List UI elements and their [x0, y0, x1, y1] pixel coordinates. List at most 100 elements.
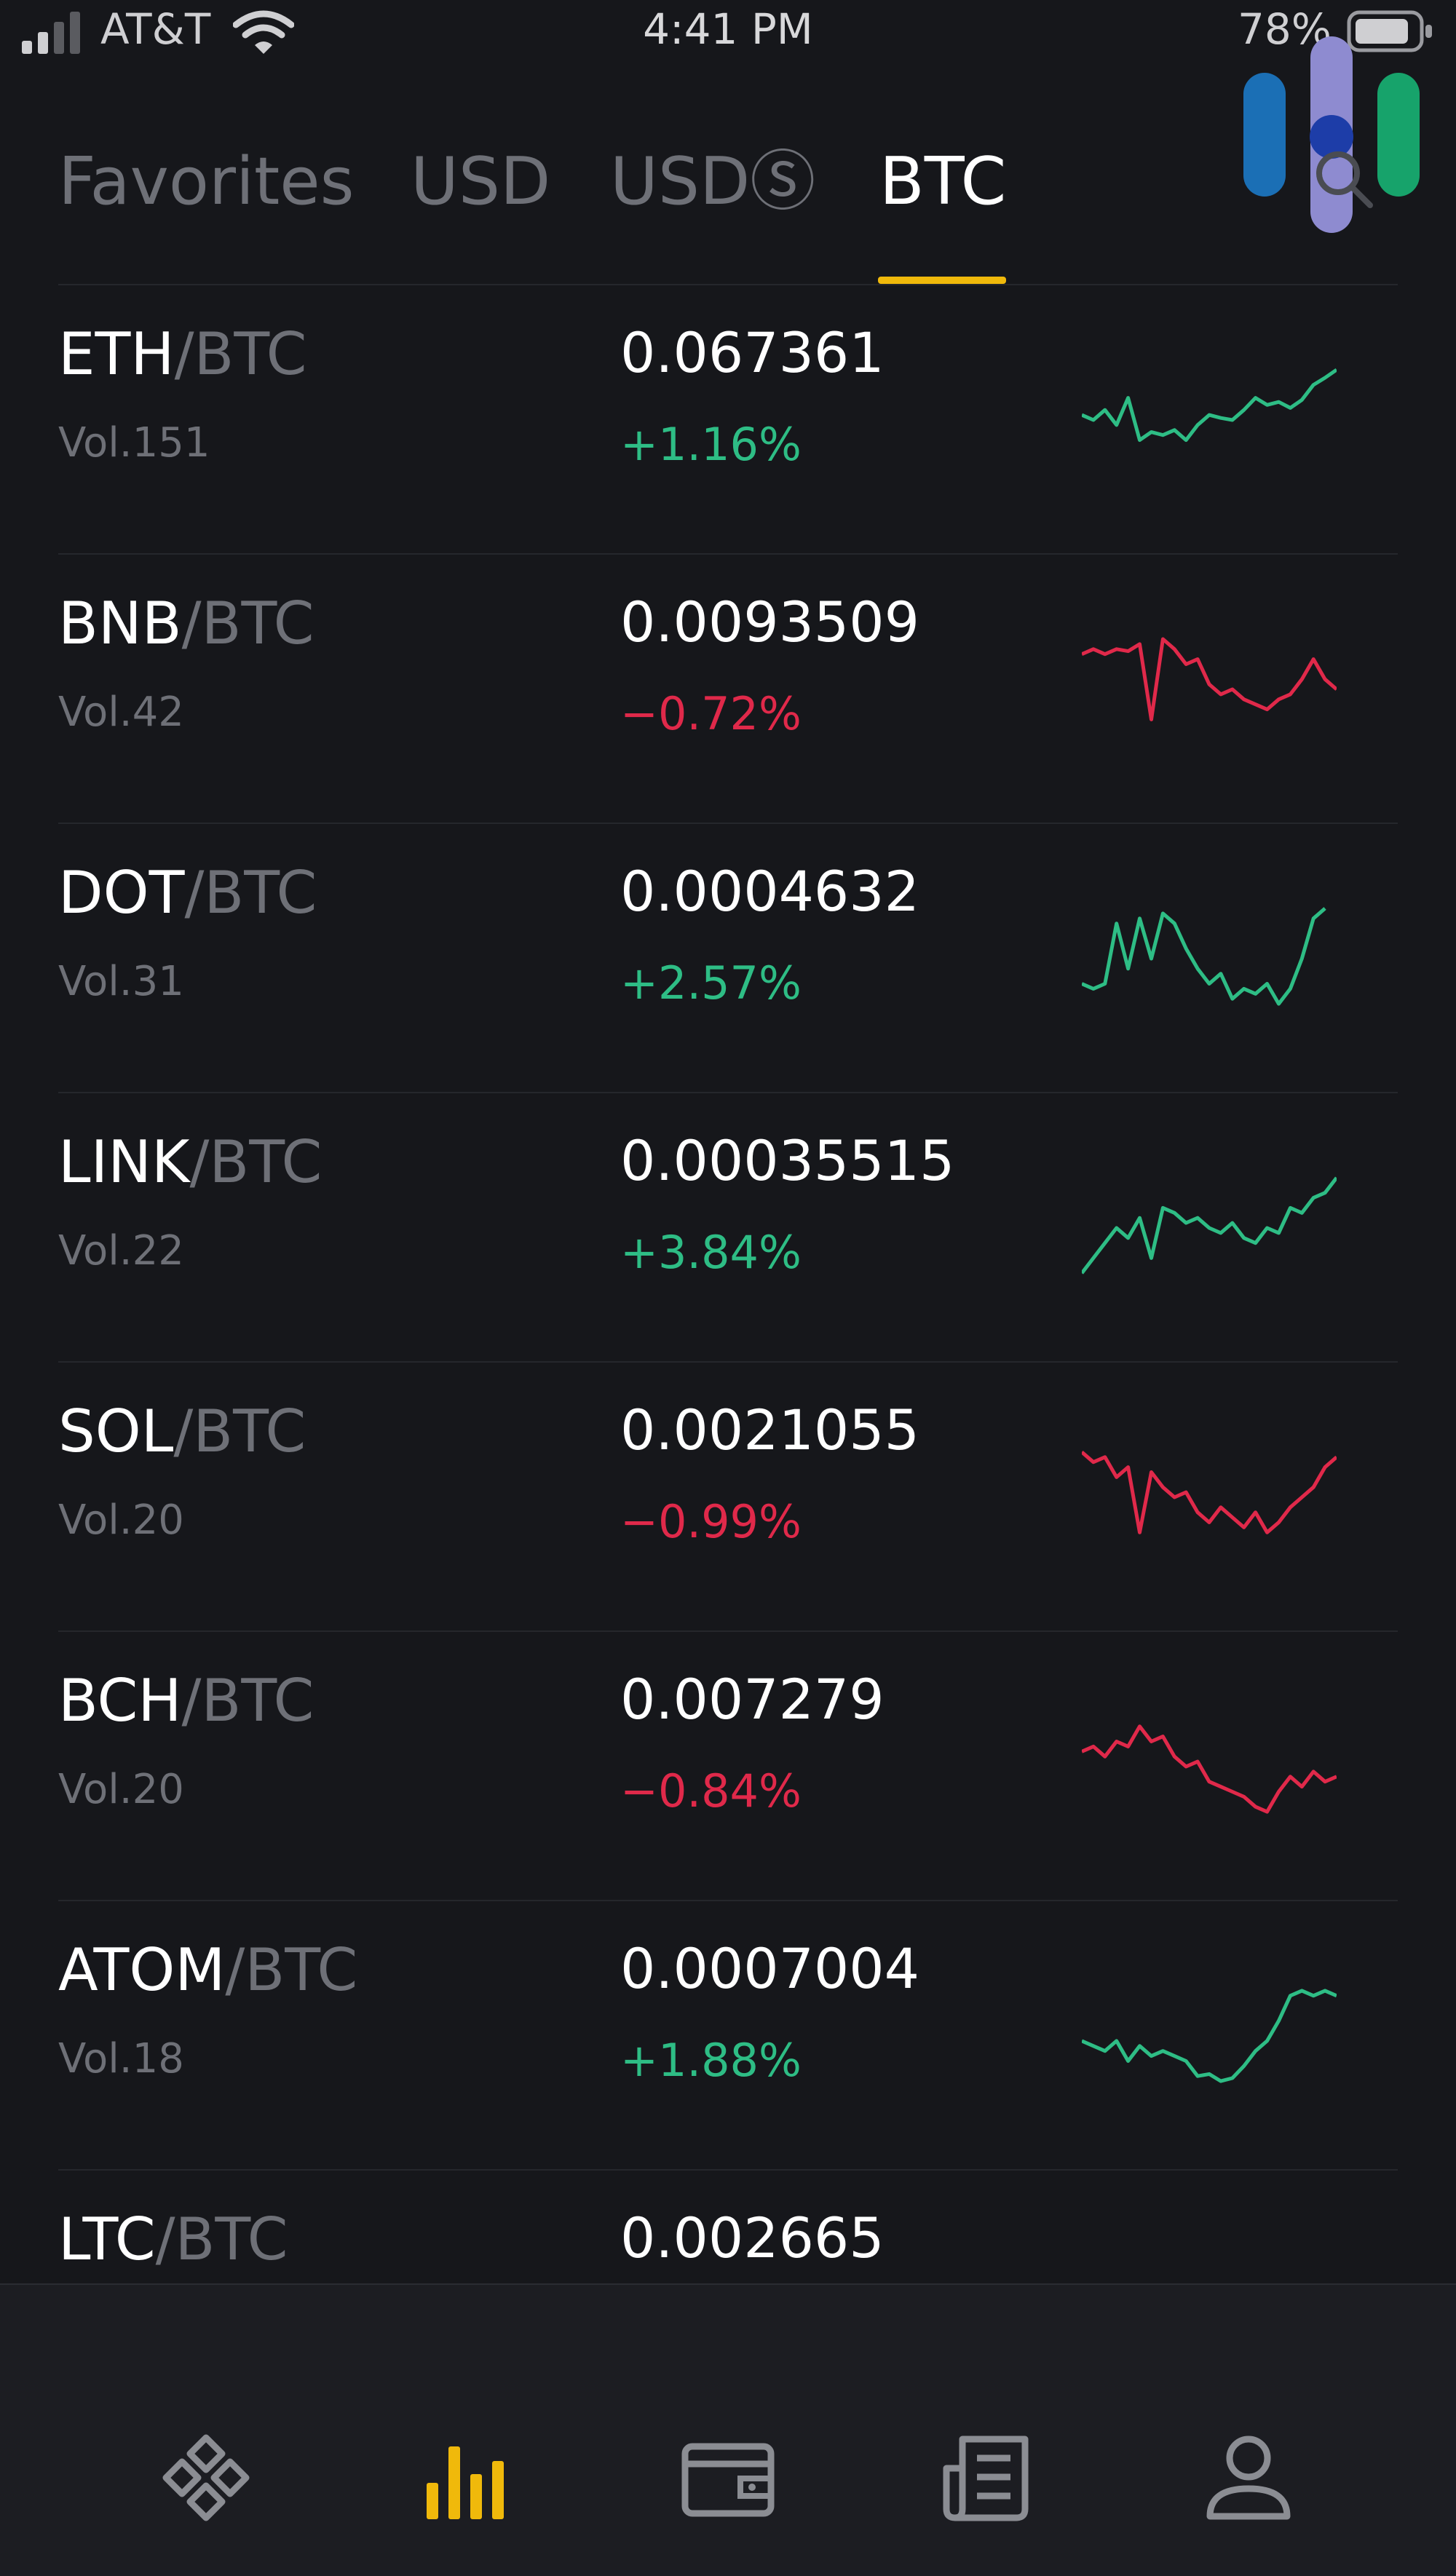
market-row-bnb[interactable]: BNB/BTC Vol.42 0.0093509 −0.72% — [0, 555, 1456, 824]
cell-signal-icon — [22, 12, 80, 54]
sparkline-path — [1082, 1724, 1337, 1814]
sparkline-chart — [1082, 637, 1337, 721]
row-divider — [58, 823, 1398, 824]
last-price: 0.00035515 — [620, 1128, 955, 1193]
quote-asset: /BTC — [184, 859, 317, 927]
newspaper-icon — [943, 2436, 1029, 2521]
bottom-navigation — [0, 2283, 1456, 2576]
sparkline-path — [1082, 1451, 1337, 1534]
sparkline-path — [1082, 1176, 1337, 1275]
market-row-ltc[interactable]: LTC/BTC 0.002665 — [0, 2171, 1456, 2283]
quote-currency-tabs: Favorites USD USDⓈ BTC — [58, 138, 1398, 284]
battery-icon — [1347, 10, 1432, 52]
volume-label: Vol.18 — [58, 2035, 184, 2082]
active-tab-indicator — [878, 277, 1006, 284]
sparkline-chart — [1082, 368, 1337, 443]
last-price: 0.007279 — [620, 1667, 885, 1732]
row-divider — [58, 1630, 1398, 1632]
tab-btc[interactable]: BTC — [879, 143, 1007, 220]
base-asset: BCH — [58, 1667, 182, 1735]
pair-label: ATOM/BTC — [58, 1936, 357, 2004]
last-price: 0.0093509 — [620, 590, 919, 654]
sparkline-chart — [1082, 1989, 1337, 2083]
volume-label: Vol.20 — [58, 1766, 184, 1813]
tab-favorites[interactable]: Favorites — [58, 143, 355, 220]
base-asset: LINK — [58, 1128, 190, 1196]
pair-label: BCH/BTC — [58, 1667, 314, 1735]
base-asset: SOL — [58, 1398, 174, 1465]
base-asset: LTC — [58, 2206, 156, 2273]
sparkline-chart — [1082, 1176, 1337, 1275]
sparkline-chart — [1082, 907, 1326, 1006]
base-asset: ATOM — [58, 1936, 226, 2004]
volume-label: Vol.20 — [58, 1497, 184, 1544]
pair-label: DOT/BTC — [58, 859, 317, 927]
nav-news[interactable] — [932, 2423, 1041, 2532]
clock: 4:41 PM — [643, 4, 813, 54]
quote-asset: /BTC — [181, 590, 314, 657]
last-price: 0.0007004 — [620, 1936, 919, 2001]
market-list[interactable]: ETH/BTC Vol.151 0.067361 +1.16% BNB/BTC Vol.4… — [0, 285, 1456, 2283]
nav-markets[interactable] — [414, 2423, 523, 2532]
price-change: −0.99% — [620, 1495, 802, 1548]
sparkline-chart — [1082, 2251, 1337, 2283]
pair-label: BNB/BTC — [58, 590, 314, 657]
quote-asset: /BTC — [174, 320, 307, 388]
price-change: +3.84% — [620, 1226, 802, 1279]
row-divider — [58, 553, 1398, 555]
row-divider — [58, 1361, 1398, 1363]
price-change: +1.88% — [620, 2034, 802, 2087]
volume-label: Vol.31 — [58, 958, 184, 1005]
wifi-icon — [233, 10, 294, 54]
sparkline-path — [1082, 637, 1337, 721]
nav-wallet[interactable] — [673, 2423, 783, 2532]
market-row-atom[interactable]: ATOM/BTC Vol.18 0.0007004 +1.88% — [0, 1901, 1456, 2171]
binance-logo-icon — [162, 2434, 250, 2521]
price-change: +2.57% — [620, 956, 802, 1010]
sparkline-chart — [1082, 1724, 1337, 1814]
tab-usd[interactable]: USD — [411, 143, 551, 220]
volume-label: Vol.42 — [58, 689, 184, 736]
price-change: −0.84% — [620, 1764, 802, 1818]
last-price: 0.067361 — [620, 320, 885, 385]
quote-asset: /BTC — [181, 1667, 314, 1735]
base-asset: BNB — [58, 590, 182, 657]
price-change: −0.72% — [620, 687, 802, 740]
market-row-dot[interactable]: DOT/BTC Vol.31 0.0004632 +2.57% — [0, 824, 1456, 1093]
person-icon — [1206, 2436, 1291, 2520]
volume-label: Vol.151 — [58, 419, 210, 467]
quote-asset: /BTC — [225, 1936, 358, 2004]
last-price: 0.0004632 — [620, 859, 919, 924]
sparkline-path — [1082, 1989, 1337, 2083]
bar-chart-icon — [427, 2446, 504, 2519]
nav-home[interactable] — [151, 2423, 261, 2532]
sparkline-chart — [1082, 1451, 1337, 1534]
quote-asset: /BTC — [155, 2206, 288, 2273]
nav-account[interactable] — [1194, 2423, 1303, 2532]
row-divider — [58, 2169, 1398, 2171]
tab-usds[interactable]: USDⓈ — [610, 143, 816, 220]
market-row-bch[interactable]: BCH/BTC Vol.20 0.007279 −0.84% — [0, 1632, 1456, 1901]
base-asset: DOT — [58, 859, 185, 927]
last-price: 0.0021055 — [620, 1398, 919, 1462]
carrier-label: AT&T — [100, 4, 211, 54]
pair-label: SOL/BTC — [58, 1398, 306, 1465]
price-change: +1.16% — [620, 418, 802, 471]
search-icon[interactable] — [1310, 146, 1376, 211]
status-bar: AT&T 4:41 PM 78% — [0, 0, 1456, 80]
volume-label: Vol.22 — [58, 1227, 184, 1275]
market-row-link[interactable]: LINK/BTC Vol.22 0.00035515 +3.84% — [0, 1093, 1456, 1363]
pair-label: LINK/BTC — [58, 1128, 322, 1196]
sparkline-path — [1082, 907, 1326, 1006]
pair-label: LTC/BTC — [58, 2206, 288, 2273]
pair-label: ETH/BTC — [58, 320, 306, 388]
last-price: 0.002665 — [620, 2206, 885, 2270]
base-asset: ETH — [58, 320, 175, 388]
wallet-icon — [681, 2443, 775, 2517]
row-divider — [58, 1092, 1398, 1093]
market-row-eth[interactable]: ETH/BTC Vol.151 0.067361 +1.16% — [0, 285, 1456, 555]
quote-asset: /BTC — [189, 1128, 323, 1196]
market-row-sol[interactable]: SOL/BTC Vol.20 0.0021055 −0.99% — [0, 1363, 1456, 1632]
sparkline-path — [1082, 368, 1337, 443]
tabs-divider — [58, 284, 1398, 285]
